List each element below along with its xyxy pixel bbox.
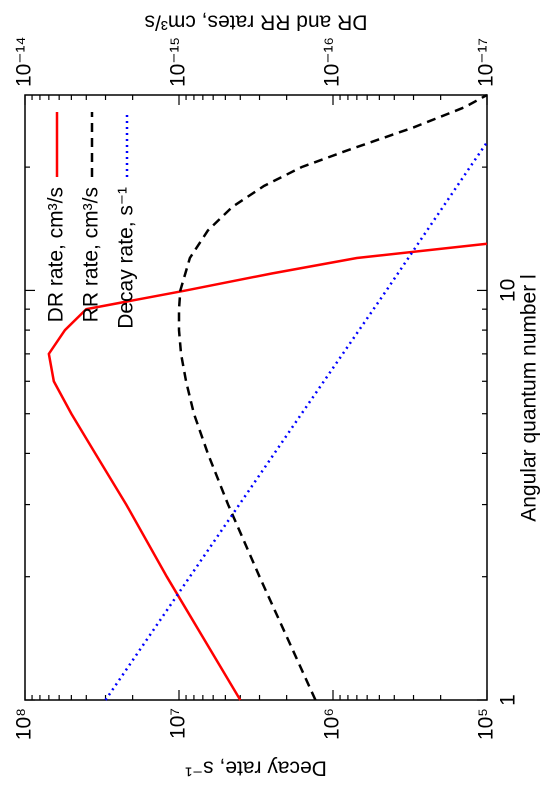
y-tick-label: 10⁸ [13,708,36,740]
x-tick-label: 10 [497,279,520,302]
series-line [177,93,488,701]
legend-label: DR rate, cm³/s [45,187,68,322]
y2-tick-label: 10⁻¹⁵ [167,37,190,87]
y2-tick-label: 10⁻¹⁶ [321,37,344,87]
series-line [47,242,488,701]
y2-tick-label: 10⁻¹⁷ [475,38,498,87]
y-tick-label: 10⁶ [321,708,344,740]
series-line [104,141,489,701]
x-axis-label: Angular quantum number l [518,274,541,521]
legend-label: Decay rate, s⁻¹ [115,187,138,329]
plot-frame [24,94,488,701]
y2-axis-label: DR and RR rates, cm³/s [145,10,368,33]
y-tick-label: 10⁷ [167,708,190,739]
legend-label: RR rate, cm³/s [80,187,103,322]
rotated-plot: Angular quantum number l Decay rate, s⁻¹… [13,10,541,779]
y-tick-label: 10⁵ [475,708,498,740]
y2-tick-label: 10⁻¹⁴ [13,37,36,87]
y-axis-label: Decay rate, s⁻¹ [185,756,327,779]
x-tick-label: 1 [497,694,520,706]
